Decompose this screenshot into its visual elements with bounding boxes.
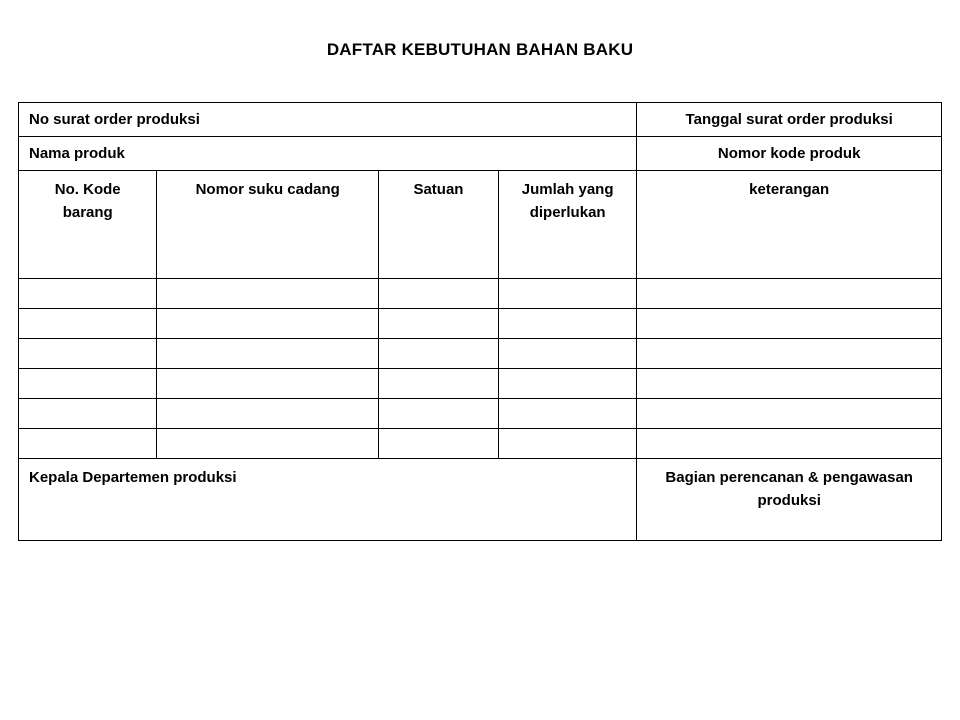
table-row <box>19 429 942 459</box>
no-surat-label: No surat order produksi <box>19 103 637 137</box>
table-row <box>19 369 942 399</box>
col-header-2: Nomor suku cadang <box>157 171 379 279</box>
info-row-2: Nama produk Nomor kode produk <box>19 137 942 171</box>
column-header-row: No. Kode barang Nomor suku cadang Satuan… <box>19 171 942 279</box>
table-row <box>19 309 942 339</box>
table-row <box>19 339 942 369</box>
page-title: DAFTAR KEBUTUHAN BAHAN BAKU <box>18 40 942 60</box>
col-header-1: No. Kode barang <box>19 171 157 279</box>
col-header-3: Satuan <box>378 171 498 279</box>
col-header-5: keterangan <box>637 171 942 279</box>
tanggal-label: Tanggal surat order produksi <box>637 103 942 137</box>
footer-left-label: Kepala Departemen produksi <box>19 459 637 541</box>
info-row-1: No surat order produksi Tanggal surat or… <box>19 103 942 137</box>
form-table: No surat order produksi Tanggal surat or… <box>18 102 942 541</box>
footer-right-label: Bagian perencanan & pengawasan produksi <box>637 459 942 541</box>
nama-produk-label: Nama produk <box>19 137 637 171</box>
col-header-4: Jumlah yang diperlukan <box>498 171 636 279</box>
table-row <box>19 399 942 429</box>
table-row <box>19 279 942 309</box>
footer-row: Kepala Departemen produksi Bagian perenc… <box>19 459 942 541</box>
nomor-kode-produk-label: Nomor kode produk <box>637 137 942 171</box>
